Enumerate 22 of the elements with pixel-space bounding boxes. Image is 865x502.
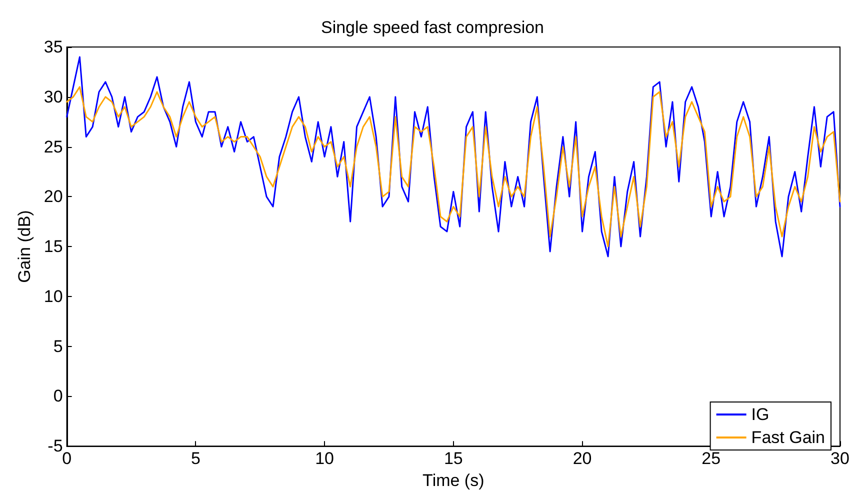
y-tick-label: -5: [48, 436, 63, 456]
x-axis-title: Time (s): [422, 471, 484, 490]
legend-label: IG: [751, 405, 770, 424]
y-tick-label: 20: [44, 187, 63, 206]
x-tick-label: 10: [315, 449, 334, 468]
x-tick-label: 25: [702, 449, 721, 468]
legend-label: Fast Gain: [751, 428, 826, 447]
x-tick-label: 30: [830, 449, 850, 468]
y-tick-label: 35: [44, 38, 63, 56]
y-tick-label: 10: [44, 286, 63, 306]
y-tick-label: 30: [44, 87, 63, 106]
x-tick-label: 15: [444, 449, 463, 468]
y-tick-label: 25: [44, 137, 63, 156]
y-tick-label: 0: [53, 386, 63, 406]
y-axis-title: Gain (dB): [15, 210, 34, 283]
chart-title: Single speed fast compresion: [320, 18, 544, 37]
line-series: [66, 86, 841, 248]
y-tick-label: 5: [53, 336, 63, 356]
line-series: [66, 56, 841, 258]
x-tick-label: 5: [190, 449, 200, 468]
y-tick-label: 15: [44, 237, 63, 256]
x-tick-label: 20: [572, 449, 592, 468]
